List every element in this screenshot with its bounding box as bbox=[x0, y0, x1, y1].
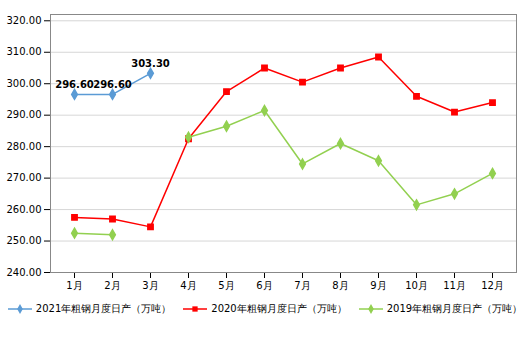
html-text:2020年粗钢月度日产（万吨）: 2020年粗钢月度日产（万吨） bbox=[211, 303, 347, 314]
svg-text:10月: 10月 bbox=[405, 280, 428, 291]
svg-text:2月: 2月 bbox=[104, 280, 120, 291]
svg-text:250.00: 250.00 bbox=[7, 235, 42, 246]
svg-text:280.00: 280.00 bbox=[7, 141, 42, 152]
svg-text:296.60: 296.60 bbox=[93, 79, 132, 90]
svg-text:320.00: 320.00 bbox=[7, 15, 42, 26]
html-text:2021年粗钢月度日产（万吨）: 2021年粗钢月度日产（万吨） bbox=[35, 303, 172, 314]
svg-text:300.00: 300.00 bbox=[7, 78, 42, 89]
svg-text:12月: 12月 bbox=[481, 280, 504, 291]
svg-text:260.00: 260.00 bbox=[7, 204, 42, 215]
svg-text:8月: 8月 bbox=[332, 280, 348, 291]
svg-text:9月: 9月 bbox=[370, 280, 386, 291]
svg-text:240.00: 240.00 bbox=[7, 267, 42, 278]
svg-text:5月: 5月 bbox=[218, 280, 234, 291]
svg-text:6月: 6月 bbox=[256, 280, 272, 291]
svg-text:1月: 1月 bbox=[66, 280, 82, 291]
svg-text:3月: 3月 bbox=[142, 280, 158, 291]
svg-text:310.00: 310.00 bbox=[7, 46, 42, 57]
svg-text:11月: 11月 bbox=[443, 280, 466, 291]
html-text:2019年粗钢月度日产（万吨）: 2019年粗钢月度日产（万吨） bbox=[386, 303, 523, 314]
svg-text:303.30: 303.30 bbox=[131, 58, 170, 69]
svg-text:7月: 7月 bbox=[294, 280, 310, 291]
svg-text:290.00: 290.00 bbox=[7, 109, 42, 120]
svg-text:296.60: 296.60 bbox=[55, 79, 94, 90]
svg-text:270.00: 270.00 bbox=[7, 172, 42, 183]
svg-text:4月: 4月 bbox=[180, 280, 196, 291]
